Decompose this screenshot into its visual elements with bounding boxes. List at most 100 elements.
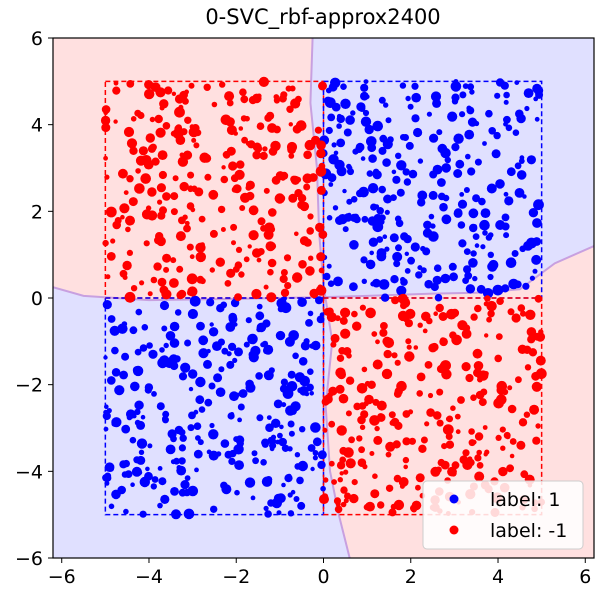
- point-label-neg1: [247, 244, 252, 249]
- point-label-1: [293, 496, 300, 502]
- point-label-neg1: [416, 372, 426, 382]
- point-label-1: [215, 387, 226, 398]
- point-label-neg1: [524, 364, 532, 371]
- point-label-1: [457, 221, 466, 229]
- point-label-neg1: [100, 115, 111, 126]
- x-tick-label: 4: [492, 566, 504, 588]
- point-label-1: [196, 321, 205, 331]
- point-label-neg1: [351, 479, 358, 486]
- point-label-1: [514, 162, 522, 170]
- point-label-1: [360, 256, 368, 264]
- point-label-1: [162, 410, 170, 418]
- point-label-neg1: [365, 307, 376, 319]
- point-label-1: [134, 400, 144, 410]
- point-label-neg1: [438, 312, 448, 321]
- point-label-neg1: [316, 252, 326, 262]
- point-label-1: [408, 169, 418, 179]
- point-label-1: [501, 213, 510, 222]
- point-label-neg1: [184, 220, 190, 226]
- point-label-neg1: [302, 173, 313, 184]
- point-label-1: [462, 83, 469, 89]
- point-label-1: [482, 288, 494, 299]
- point-label-1: [428, 213, 435, 220]
- point-label-neg1: [472, 348, 483, 359]
- point-label-neg1: [211, 101, 218, 108]
- point-label-neg1: [307, 213, 314, 220]
- point-label-1: [407, 103, 414, 110]
- point-label-neg1: [143, 240, 150, 247]
- point-label-neg1: [171, 91, 177, 97]
- point-label-1: [399, 82, 407, 89]
- point-label-neg1: [219, 81, 226, 88]
- point-label-neg1: [340, 328, 351, 339]
- point-label-neg1: [402, 437, 411, 446]
- point-label-neg1: [224, 280, 232, 287]
- point-label-1: [184, 475, 191, 481]
- point-label-neg1: [467, 456, 473, 462]
- point-label-neg1: [318, 81, 327, 91]
- point-label-neg1: [340, 486, 348, 494]
- point-label-neg1: [204, 173, 212, 181]
- point-label-1: [492, 284, 504, 296]
- point-label-neg1: [260, 225, 267, 232]
- x-tick-label: −4: [135, 566, 163, 588]
- point-label-1: [307, 310, 314, 317]
- point-label-1: [523, 241, 533, 251]
- point-label-1: [505, 124, 513, 132]
- point-label-1: [287, 446, 293, 452]
- point-label-1: [487, 251, 494, 258]
- point-label-neg1: [157, 150, 168, 161]
- point-label-neg1: [184, 116, 192, 125]
- point-label-neg1: [318, 267, 325, 274]
- point-label-neg1: [258, 76, 269, 87]
- point-label-neg1: [135, 168, 141, 174]
- point-label-1: [516, 170, 527, 180]
- point-label-neg1: [516, 440, 526, 450]
- point-label-neg1: [523, 345, 532, 354]
- point-label-1: [378, 146, 387, 155]
- point-label-neg1: [474, 471, 485, 482]
- point-label-neg1: [119, 203, 130, 214]
- point-label-1: [178, 428, 186, 436]
- point-label-neg1: [157, 277, 167, 287]
- point-label-neg1: [191, 137, 197, 143]
- point-label-1: [245, 317, 252, 324]
- point-label-1: [360, 83, 369, 92]
- point-label-1: [411, 114, 420, 123]
- point-label-neg1: [511, 313, 521, 323]
- point-label-1: [417, 158, 424, 164]
- point-label-neg1: [105, 274, 111, 280]
- point-label-1: [503, 191, 509, 197]
- point-label-1: [358, 105, 366, 112]
- point-label-1: [482, 230, 488, 236]
- point-label-neg1: [336, 354, 345, 362]
- point-label-neg1: [418, 444, 427, 453]
- point-label-neg1: [183, 224, 191, 233]
- point-label-neg1: [373, 435, 383, 445]
- point-label-neg1: [403, 464, 409, 470]
- point-label-neg1: [170, 257, 177, 264]
- legend: label: 1 label: -1: [422, 480, 584, 550]
- point-label-1: [336, 123, 342, 129]
- point-label-neg1: [266, 111, 275, 120]
- point-label-neg1: [123, 190, 129, 196]
- point-label-1: [378, 219, 385, 225]
- point-label-1: [235, 435, 245, 445]
- point-label-1: [426, 111, 432, 117]
- point-label-1: [226, 360, 235, 369]
- point-label-neg1: [382, 336, 392, 346]
- point-label-neg1: [473, 361, 484, 371]
- point-label-neg1: [230, 174, 239, 183]
- point-label-1: [298, 357, 308, 366]
- point-label-1: [129, 436, 137, 444]
- point-label-1: [503, 91, 510, 99]
- point-label-1: [103, 426, 109, 432]
- point-label-1: [352, 148, 359, 155]
- point-label-1: [326, 263, 332, 269]
- point-label-1: [292, 352, 299, 360]
- point-label-1: [206, 298, 215, 307]
- point-label-neg1: [385, 451, 392, 458]
- y-tick-label: −2: [15, 375, 43, 397]
- point-label-neg1: [535, 355, 546, 366]
- point-label-1: [480, 208, 491, 219]
